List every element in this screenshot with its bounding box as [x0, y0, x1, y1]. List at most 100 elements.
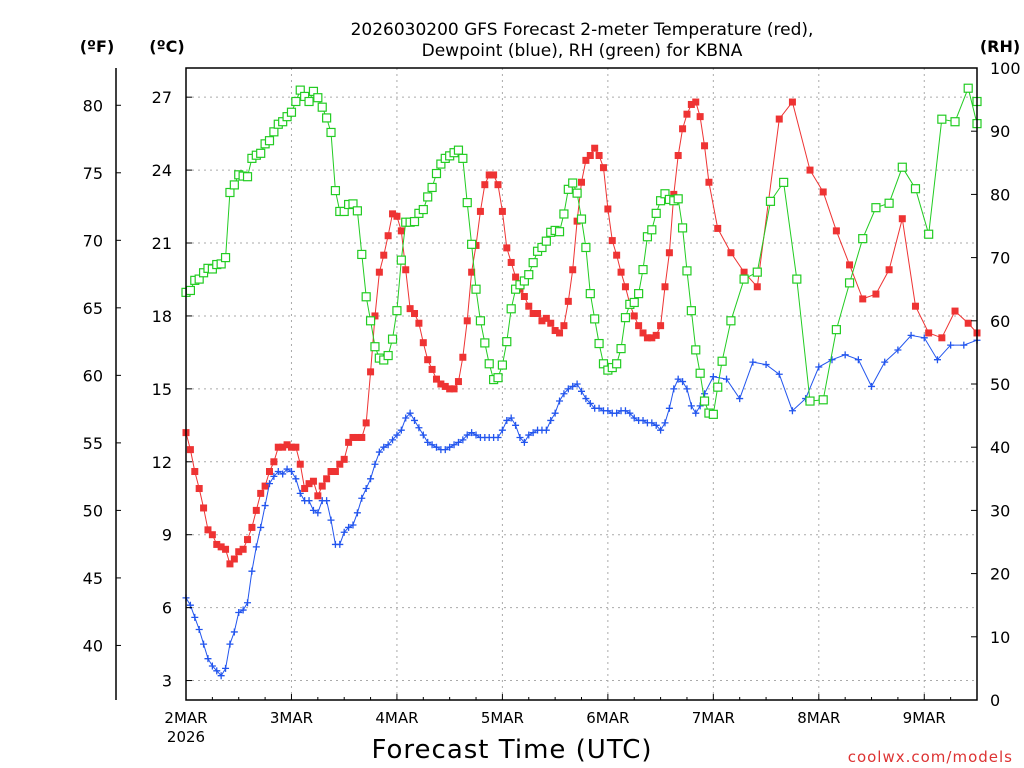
- temperature-point: [846, 261, 854, 269]
- temperature-point: [951, 307, 959, 315]
- temperature-point: [679, 125, 687, 133]
- temperature-point: [591, 144, 599, 152]
- temperature-point: [529, 310, 537, 318]
- tick-label-celsius: 12: [152, 453, 172, 472]
- tick-label-fahrenheit: 50: [83, 501, 103, 520]
- dewpoint-point: [674, 375, 682, 383]
- temperature-point: [301, 485, 309, 493]
- rh-point: [242, 172, 253, 182]
- rh-point: [387, 334, 398, 344]
- dewpoint-point: [679, 378, 687, 386]
- temperature-point: [705, 178, 713, 186]
- dewpoint-point: [907, 331, 915, 339]
- temperature-point: [226, 560, 234, 568]
- dewpoint-point: [498, 426, 506, 434]
- temperature-point: [885, 266, 893, 274]
- rh-point: [581, 242, 591, 253]
- tick-label-celsius: 15: [152, 380, 172, 399]
- dewpoint-point: [828, 356, 836, 364]
- rh-point: [647, 225, 657, 235]
- rh-point: [717, 356, 727, 366]
- rh-point: [937, 114, 947, 124]
- temperature-point: [727, 249, 735, 257]
- temperature-point: [406, 305, 414, 313]
- tick-label-x-6mar: 6MAR: [586, 709, 629, 727]
- rh-point: [585, 289, 595, 299]
- dewpoint-point: [441, 446, 449, 454]
- dewpoint-point: [402, 414, 410, 422]
- rh-point: [383, 350, 393, 361]
- tick-label-fahrenheit: 75: [83, 164, 103, 183]
- temperature-point: [635, 322, 643, 330]
- dewpoint-point: [270, 472, 278, 480]
- dewpoint-point: [507, 414, 515, 422]
- rh-point: [844, 278, 855, 288]
- rh-point: [361, 292, 371, 302]
- dewpoint-point: [613, 409, 621, 417]
- rh-point: [286, 107, 297, 117]
- dewpoint-point: [547, 416, 555, 424]
- temperature-point: [788, 98, 796, 106]
- temperature-point: [213, 540, 221, 548]
- rh-point: [708, 409, 718, 419]
- dewpoint-point: [648, 419, 656, 427]
- temperature-point: [898, 215, 906, 223]
- dewpoint-point: [604, 407, 612, 415]
- temperature-point: [239, 545, 247, 553]
- temperature-point: [586, 152, 594, 160]
- dewpoint-point: [323, 497, 331, 505]
- temperature-point: [235, 548, 243, 556]
- temperature-point: [696, 113, 704, 121]
- temperature-point: [494, 181, 502, 189]
- dewpoint-point: [375, 448, 383, 456]
- dewpoint-point: [459, 436, 467, 444]
- dewpoint-point: [586, 399, 594, 407]
- temperature-point: [512, 273, 520, 281]
- dewpoint-point: [261, 502, 269, 510]
- dewpoint-point: [208, 662, 216, 670]
- rh-point: [418, 204, 428, 215]
- temperature-point: [569, 266, 577, 274]
- dewpoint-point: [287, 468, 295, 476]
- dewpoint-point: [661, 419, 669, 427]
- rh-point: [392, 306, 402, 316]
- rh-point: [471, 284, 481, 294]
- dewpoint-point: [450, 441, 458, 449]
- tick-label-fahrenheit: 60: [83, 366, 103, 385]
- rh-point: [467, 239, 477, 249]
- dewpoint-point: [762, 361, 770, 369]
- dewpoint-point: [472, 431, 480, 439]
- rh-point: [185, 285, 195, 296]
- dewpoint-point: [191, 613, 199, 621]
- temperature-point: [476, 207, 484, 215]
- rh-point: [313, 93, 323, 103]
- temperature-point: [687, 100, 695, 108]
- x-axis-label: Forecast Time (UTC): [371, 735, 652, 765]
- dewpoint-point: [371, 460, 379, 468]
- dewpoint-point: [419, 431, 427, 439]
- dewpoint-point: [556, 397, 564, 405]
- temperature-point: [911, 302, 919, 310]
- tick-label-rh: 90: [990, 122, 1010, 141]
- chart-title-line2: Dewpoint (blue), RH (green) for KBNA: [422, 41, 743, 61]
- rh-point: [370, 342, 380, 352]
- temperature-point: [336, 460, 344, 468]
- rh-point: [475, 316, 486, 326]
- rh-point: [726, 316, 736, 326]
- temperature-point: [595, 152, 603, 160]
- dewpoint-point: [226, 640, 234, 648]
- temperature-point: [459, 353, 467, 361]
- rh-point: [963, 83, 973, 93]
- temperature-point: [683, 110, 691, 118]
- rh-point: [220, 253, 231, 263]
- rh-unit-label: (RH): [980, 37, 1020, 56]
- dewpoint-point: [406, 409, 414, 417]
- x-year-label: 2026: [167, 728, 205, 746]
- temperature-point: [692, 98, 700, 106]
- series-layer: [181, 83, 982, 680]
- dewpoint-point: [529, 429, 537, 437]
- dewpoint-point: [305, 497, 313, 505]
- rh-point: [322, 113, 332, 123]
- dewpoint-point: [652, 421, 660, 429]
- temperature-point: [331, 468, 339, 476]
